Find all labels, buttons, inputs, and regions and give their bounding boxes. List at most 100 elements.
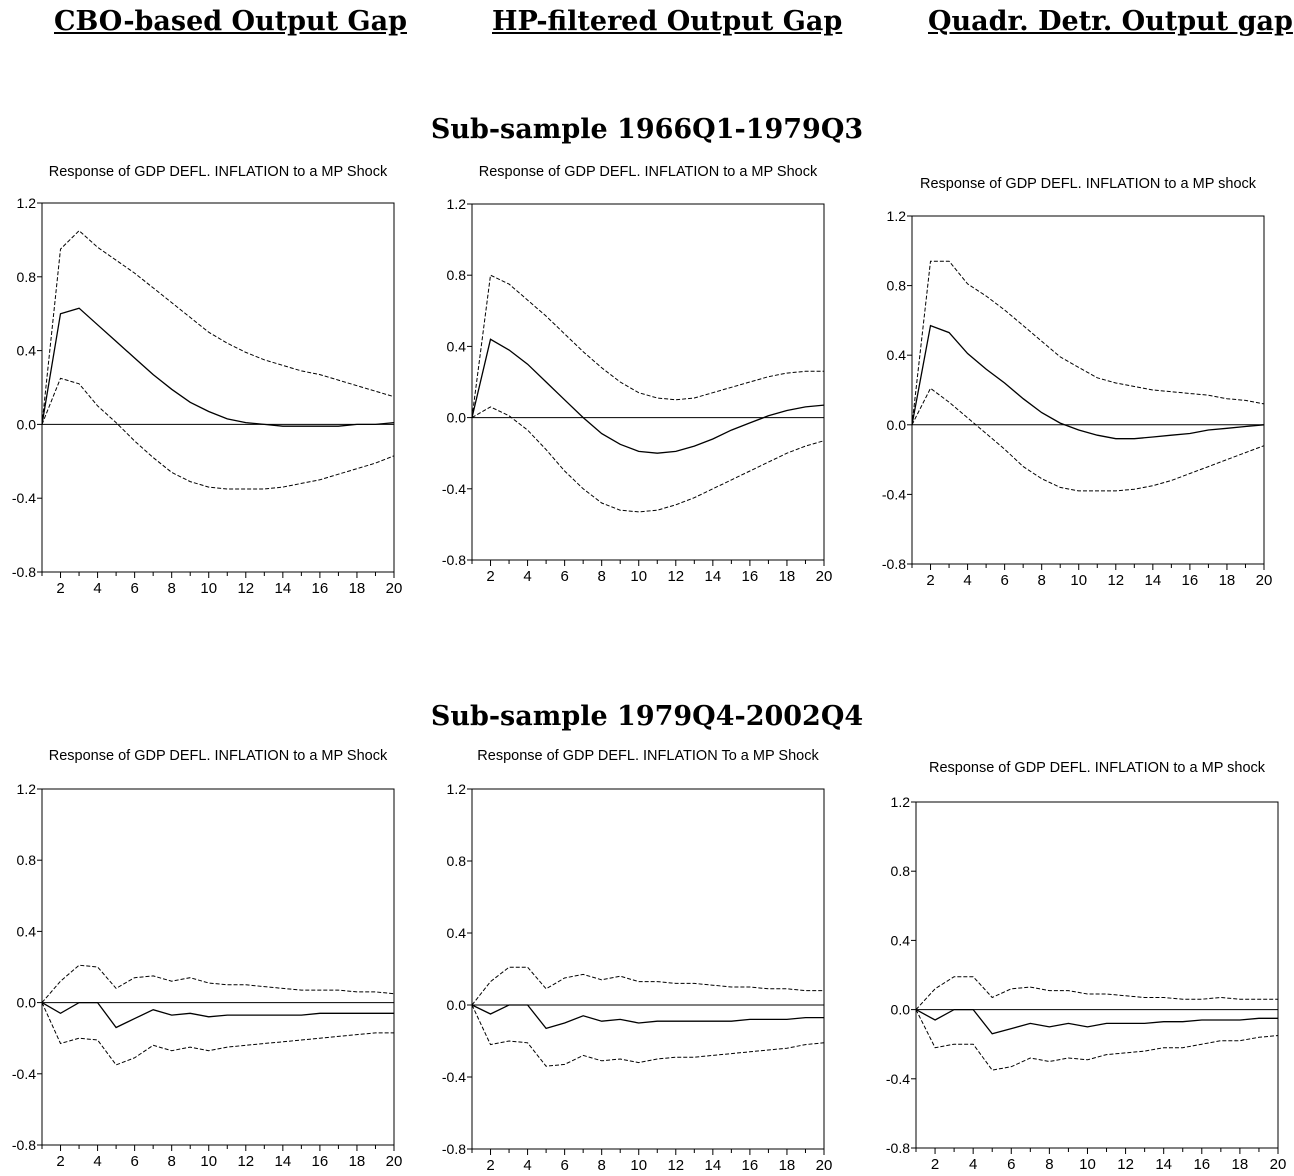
x-tick-label: 10 — [200, 1153, 217, 1170]
x-tick-label: 14 — [274, 580, 291, 597]
x-tick-label: 16 — [742, 568, 759, 585]
confidence-band-line — [912, 261, 1264, 425]
x-tick-label: 2 — [926, 572, 934, 589]
x-tick-label: 6 — [560, 1157, 568, 1174]
confidence-band-line — [42, 1003, 394, 1065]
x-tick-label: 18 — [349, 1153, 366, 1170]
plot-frame — [472, 204, 824, 560]
x-tick-label: 16 — [1193, 1156, 1210, 1173]
y-tick-label: 0.4 — [17, 923, 37, 939]
x-tick-label: 6 — [1000, 572, 1008, 589]
x-tick-label: 4 — [93, 1153, 101, 1170]
x-tick-label: 8 — [598, 1157, 606, 1174]
x-tick-label: 10 — [1079, 1156, 1096, 1173]
impulse-response-line — [472, 1005, 824, 1028]
x-tick-label: 14 — [704, 1157, 721, 1174]
confidence-band-line — [472, 407, 824, 512]
chart-panel: Response of GDP DEFL. INFLATION to a MP … — [870, 754, 1294, 1176]
chart-title: Response of GDP DEFL. INFLATION to a MP … — [929, 760, 1266, 776]
x-tick-label: 20 — [816, 568, 833, 585]
y-tick-label: -0.4 — [12, 490, 36, 506]
y-tick-label: 0.8 — [17, 269, 37, 285]
x-tick-label: 18 — [349, 580, 366, 597]
y-tick-label: -0.4 — [12, 1066, 36, 1082]
x-tick-label: 8 — [168, 580, 176, 597]
x-tick-label: 20 — [386, 1153, 403, 1170]
chart-panel: Response of GDP DEFL. INFLATION to a MP … — [0, 742, 420, 1176]
chart-panel: Response of GDP DEFL. INFLATION to a MP … — [0, 158, 420, 598]
confidence-band-line — [916, 1010, 1278, 1071]
x-tick-label: 12 — [667, 1157, 684, 1174]
x-tick-label: 8 — [598, 568, 606, 585]
confidence-band-line — [472, 967, 824, 1005]
plot-frame — [912, 216, 1264, 564]
x-tick-label: 12 — [1107, 572, 1124, 589]
x-tick-label: 18 — [779, 1157, 796, 1174]
y-tick-label: -0.4 — [882, 486, 906, 502]
x-tick-label: 18 — [1219, 572, 1236, 589]
x-tick-label: 6 — [130, 580, 138, 597]
y-tick-label: 0.0 — [447, 997, 467, 1013]
y-tick-label: -0.8 — [882, 556, 906, 572]
y-tick-label: 0.0 — [891, 1002, 911, 1018]
y-tick-label: 0.4 — [891, 932, 911, 948]
y-tick-label: 0.4 — [447, 925, 467, 941]
x-tick-label: 4 — [93, 580, 101, 597]
x-tick-label: 4 — [523, 568, 531, 585]
y-tick-label: -0.4 — [442, 1069, 466, 1085]
y-tick-label: 1.2 — [891, 794, 911, 810]
x-tick-label: 12 — [237, 1153, 254, 1170]
x-tick-label: 8 — [168, 1153, 176, 1170]
x-tick-label: 4 — [963, 572, 971, 589]
x-tick-label: 10 — [630, 568, 647, 585]
x-tick-label: 12 — [237, 580, 254, 597]
x-tick-label: 4 — [969, 1156, 977, 1173]
confidence-band-line — [42, 965, 394, 1002]
y-tick-label: 1.2 — [17, 781, 37, 797]
x-tick-label: 2 — [56, 1153, 64, 1170]
x-tick-label: 16 — [312, 580, 329, 597]
x-tick-label: 20 — [1256, 572, 1273, 589]
x-tick-label: 2 — [486, 568, 494, 585]
x-tick-label: 16 — [312, 1153, 329, 1170]
chart-title: Response of GDP DEFL. INFLATION to a MP … — [49, 748, 388, 764]
x-tick-label: 16 — [742, 1157, 759, 1174]
x-tick-label: 6 — [1007, 1156, 1015, 1173]
impulse-response-line — [42, 308, 394, 426]
x-tick-label: 10 — [1070, 572, 1087, 589]
x-tick-label: 12 — [1117, 1156, 1134, 1173]
impulse-response-line — [912, 326, 1264, 439]
y-tick-label: 1.2 — [447, 781, 467, 797]
x-tick-label: 10 — [200, 580, 217, 597]
y-tick-label: 1.2 — [447, 196, 467, 212]
x-tick-label: 20 — [386, 580, 403, 597]
y-tick-label: 0.4 — [447, 338, 467, 354]
y-tick-label: -0.4 — [886, 1071, 910, 1087]
y-tick-label: -0.8 — [886, 1140, 910, 1156]
y-tick-label: 0.4 — [887, 347, 907, 363]
x-tick-label: 2 — [56, 580, 64, 597]
y-tick-label: 0.8 — [891, 863, 911, 879]
y-tick-label: 1.2 — [17, 195, 37, 211]
chart-title: Response of GDP DEFL. INFLATION to a MP … — [479, 164, 818, 180]
x-tick-label: 6 — [130, 1153, 138, 1170]
confidence-band-line — [42, 378, 394, 489]
confidence-band-line — [472, 275, 824, 417]
column-header-hp: HP-filtered Output Gap — [492, 2, 832, 42]
impulse-response-line — [472, 339, 824, 453]
x-tick-label: 18 — [779, 568, 796, 585]
chart-title: Response of GDP DEFL. INFLATION to a MP … — [49, 164, 388, 180]
column-header-quadratic: Quadr. Detr. Output gap — [928, 2, 1284, 42]
x-tick-label: 6 — [560, 568, 568, 585]
x-tick-label: 20 — [816, 1157, 833, 1174]
plot-frame — [472, 789, 824, 1149]
confidence-band-line — [912, 388, 1264, 491]
y-tick-label: 0.8 — [447, 267, 467, 283]
impulse-response-line — [916, 1010, 1278, 1034]
y-tick-label: 0.0 — [447, 410, 467, 426]
y-tick-label: -0.8 — [442, 1141, 466, 1157]
row-header-subsample-1: Sub-sample 1966Q1-1979Q3 — [0, 110, 1294, 150]
x-tick-label: 16 — [1182, 572, 1199, 589]
chart-title: Response of GDP DEFL. INFLATION to a MP … — [920, 176, 1257, 192]
chart-panel: Response of GDP DEFL. INFLATION To a MP … — [428, 742, 848, 1176]
